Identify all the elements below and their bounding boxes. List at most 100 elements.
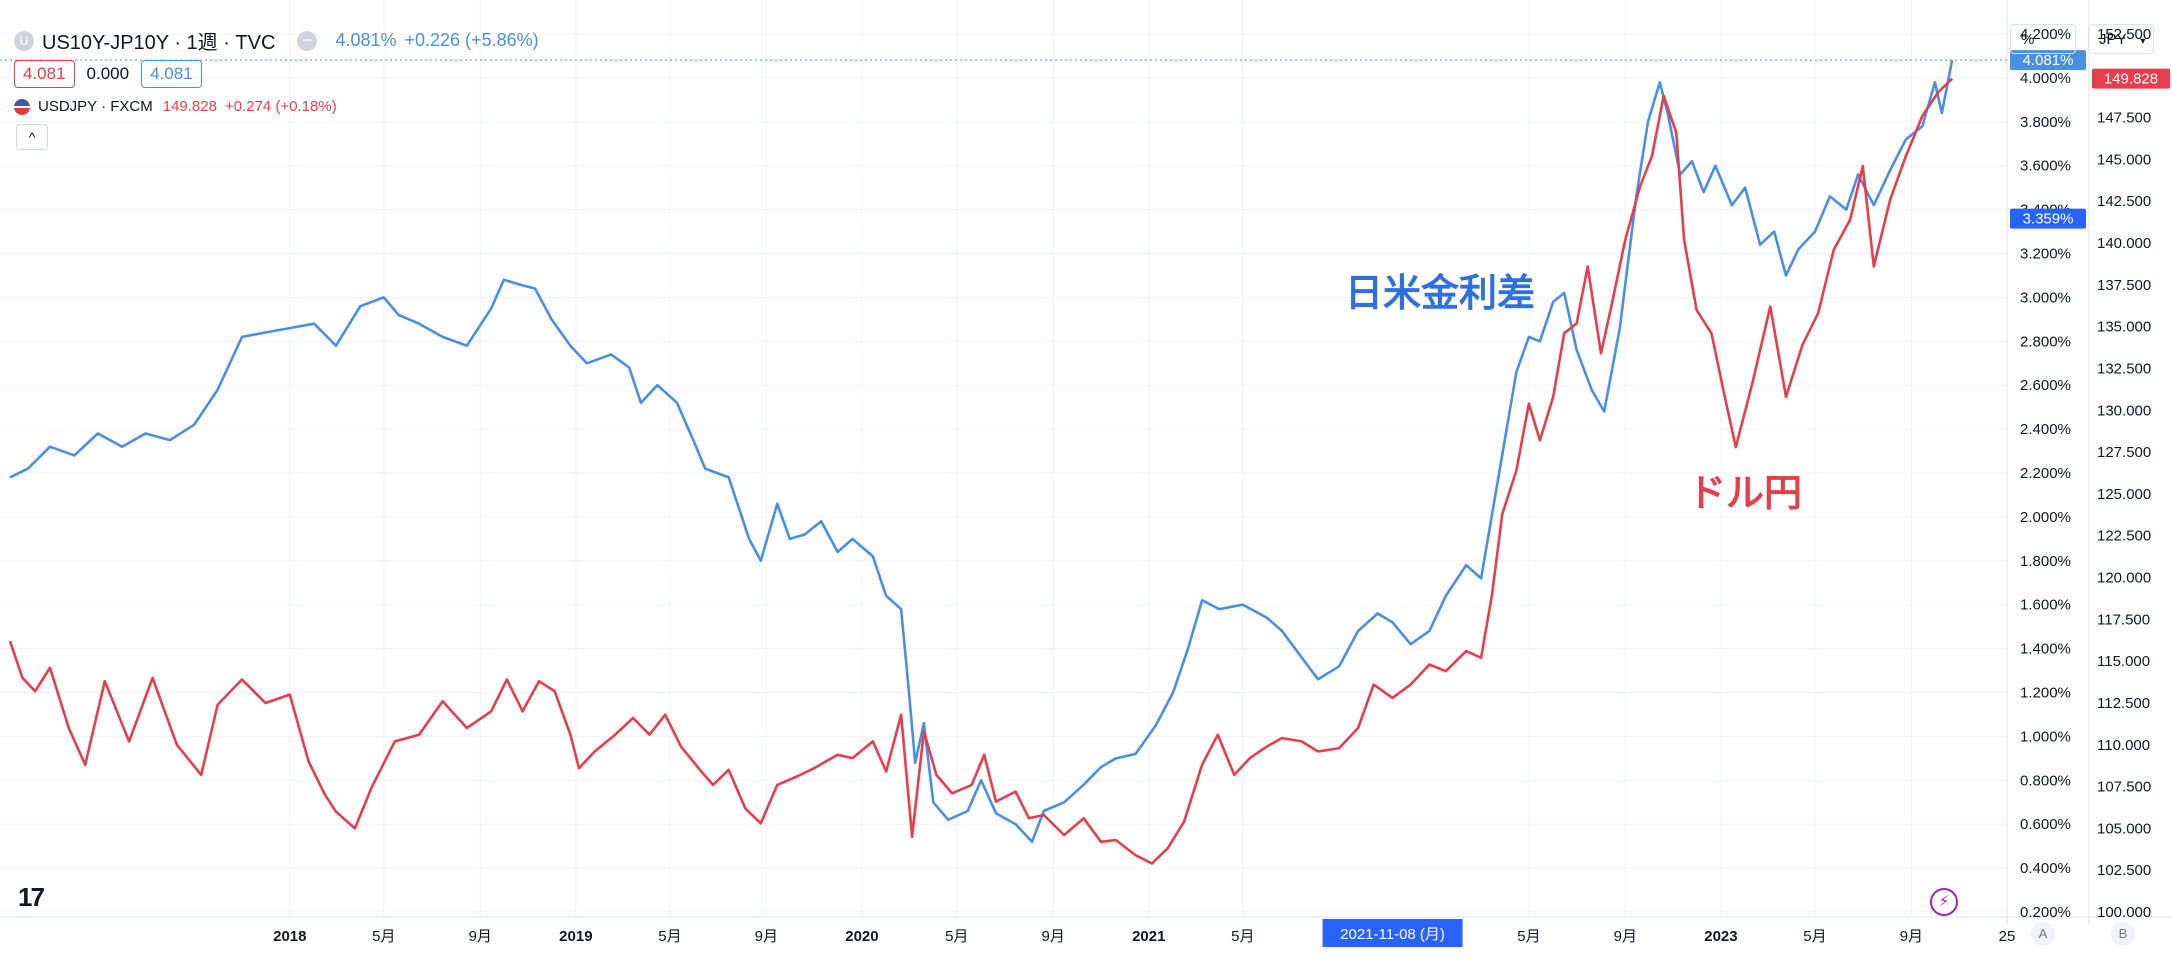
right-axis-tick-label: 152.500	[2097, 26, 2151, 43]
right-axis-tick-label: 132.500	[2097, 360, 2151, 377]
series-layer	[8, 59, 1954, 865]
legend-usdjpy[interactable]: USDJPY · FXCM 149.828 +0.274 (+0.18%)	[14, 98, 337, 115]
right-axis-tick-label: 110.000	[2097, 737, 2150, 754]
spread-last-value: 4.081%	[335, 30, 397, 50]
right-axis-tick-label: 130.000	[2097, 402, 2151, 419]
spread-last-price-tag-text: 4.081%	[2023, 52, 2074, 69]
usdjpy-last-value: 149.828	[162, 98, 217, 115]
right-axis-tick-label: 102.500	[2097, 862, 2151, 879]
time-axis-tick-label: 9月	[755, 928, 778, 945]
usdjpy-symbol-title[interactable]: USDJPY · FXCM	[38, 98, 153, 115]
left-axis-tick-label: 2.800%	[2020, 333, 2071, 350]
scale-button-a[interactable]: A	[2031, 922, 2055, 946]
spread-marker-tag-bg	[2010, 208, 2086, 229]
tradingview-logo-icon[interactable]: 17	[18, 882, 45, 912]
right-axis-tick-label: 100.000	[2097, 904, 2151, 921]
collapse-legend-button[interactable]: ^	[16, 124, 48, 150]
crosshair-date-text: 2021-11-08 (月)	[1340, 926, 1445, 943]
right-axis-tick-label: 147.500	[2097, 110, 2151, 127]
time-axis[interactable]: 2018 5月 9月 2019 5月 9月 2020 5月 9月 2021 5月 5月 9月 2023 5月…	[273, 928, 2015, 945]
time-axis-tick-label: 9月	[1614, 928, 1637, 945]
time-axis-tick-label: 5月	[1517, 928, 1540, 945]
crosshair-date-bg	[1322, 919, 1463, 947]
left-axis-tick-label: 3.200%	[2020, 246, 2071, 263]
ohlc-value-mid: 0.000	[86, 64, 130, 83]
left-axis-tick-label: 1.000%	[2020, 728, 2071, 745]
spread-symbol-title[interactable]: US10Y-JP10Y · 1週 · TVC	[42, 32, 276, 54]
chevron-down-icon: ▾	[2140, 36, 2146, 47]
right-axis-tick-label: 142.500	[2097, 193, 2151, 210]
us-jp-flag-icon	[14, 98, 30, 115]
spread-marker-tag: 3.359%	[2010, 208, 2086, 229]
usdjpy-last-price-tag-text: 149.828	[2104, 71, 2158, 88]
right-scale-unit-label: JPY	[2099, 31, 2127, 48]
right-axis-tick-label: 127.500	[2097, 444, 2151, 461]
grid-lines	[0, 0, 2008, 917]
right-axis-tick-label: 140.000	[2097, 235, 2151, 252]
left-axis-tick-label: 1.400%	[2020, 641, 2071, 658]
annotation-spread[interactable]: 日米金利差	[1345, 273, 1536, 315]
symbol-logo-icon: U	[14, 30, 34, 51]
right-axis-tick-label: 137.500	[2097, 277, 2151, 294]
usdjpy-series-line	[8, 77, 1954, 865]
annotation-usdjpy[interactable]: ドル円	[1688, 473, 1803, 515]
left-axis-tick-label: 2.600%	[2020, 377, 2071, 394]
right-axis-tick-label: 125.000	[2097, 486, 2151, 503]
left-axis-tick-label: 1.800%	[2020, 553, 2071, 570]
usdjpy-last-price-tag-bg	[2092, 68, 2170, 89]
spread-marker-tag-text: 3.359%	[2023, 211, 2074, 228]
right-axis-tick-label: 105.000	[2097, 820, 2151, 837]
legend-ohlc: 4.081 0.000 4.081	[14, 60, 202, 88]
time-axis-tick-label: 5月	[372, 928, 395, 945]
time-axis-tick-label: 9月	[1042, 928, 1065, 945]
left-axis-tick-label: 0.400%	[2020, 860, 2071, 877]
left-axis-tick-label: 3.800%	[2020, 114, 2071, 131]
left-scale-unit-select[interactable]: %	[2010, 24, 2076, 54]
time-axis-tick-label: 5月	[945, 928, 968, 945]
time-axis-tick-label: 2020	[845, 928, 878, 945]
remove-icon[interactable]: −	[297, 30, 318, 51]
crosshair-date-tag: 2021-11-08 (月)	[1322, 919, 1463, 947]
left-axis-background	[2008, 0, 2088, 925]
left-axis-tick-label: 2.000%	[2020, 509, 2071, 526]
legend-spread[interactable]: U US10Y-JP10Y · 1週 · TVC − 4.081% +0.226…	[14, 26, 539, 55]
lightning-icon[interactable]: ⚡	[1930, 888, 1958, 916]
right-axis-tick-label: 107.500	[2097, 779, 2151, 796]
left-axis-tick-label: 1.600%	[2020, 597, 2071, 614]
left-axis-tick-label: 0.800%	[2020, 772, 2071, 789]
time-axis-tick-label: 2021	[1132, 928, 1165, 945]
left-axis-tick-label: 0.200%	[2020, 904, 2071, 921]
time-axis-tick-label: 9月	[469, 928, 492, 945]
spread-series-line	[9, 59, 1954, 844]
right-axis-tick-label: 120.000	[2097, 570, 2151, 587]
left-axis-tick-label: 4.000%	[2020, 70, 2071, 87]
left-axis-tick-label: 3.600%	[2020, 158, 2071, 175]
left-axis-tick-label: 0.600%	[2020, 816, 2071, 833]
right-axis-tick-label: 117.500	[2097, 611, 2150, 628]
left-axis-tick-label: 1.200%	[2020, 685, 2071, 702]
ohlc-value-blue: 4.081	[141, 60, 202, 88]
left-axis-tick-label: 2.200%	[2020, 465, 2071, 482]
right-axis-tick-label: 112.500	[2097, 695, 2150, 712]
time-axis-tick-label: 5月	[1231, 928, 1254, 945]
left-axis-tick-label: 4.200%	[2020, 26, 2071, 43]
left-axis-tick-label: 3.000%	[2020, 289, 2071, 306]
scale-button-b[interactable]: B	[2111, 922, 2135, 946]
time-axis-tick-label: 5月	[658, 928, 681, 945]
left-axis-tick-label: 2.400%	[2020, 421, 2071, 438]
spread-last-price-tag-bg	[2010, 50, 2086, 71]
usdjpy-change: +0.274 (+0.18%)	[224, 98, 337, 115]
right-axis-tick-label: 115.000	[2097, 653, 2150, 670]
spread-last-price-tag: 4.081%	[2010, 50, 2086, 71]
time-axis-tick-label: 2023	[1704, 928, 1737, 945]
price-axes[interactable]: 0.200% 0.400% 0.600% 0.800% 1.000% 1.200% 1.40…	[2020, 26, 2151, 921]
right-axis-tick-label: 122.500	[2097, 528, 2151, 545]
time-axis-tick-label: 5月	[1803, 928, 1826, 945]
price-tags: 4.081% 149.828 3.359% 2021-11-08 (月)	[1322, 50, 2170, 947]
right-axis-background	[2090, 0, 2172, 925]
time-axis-tick-label: 2019	[559, 928, 592, 945]
right-scale-unit-select[interactable]: JPY ▾	[2088, 24, 2154, 54]
time-axis-tick-label: 25	[1999, 928, 2016, 945]
spread-change: +0.226 (+5.86%)	[404, 30, 539, 50]
